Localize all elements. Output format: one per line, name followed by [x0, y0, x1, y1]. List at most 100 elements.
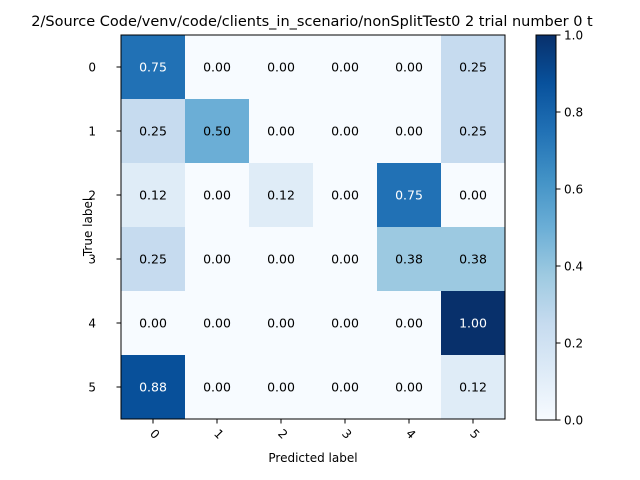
heatmap-cell [249, 163, 314, 228]
y-axis-label: True label [81, 198, 95, 257]
heatmap-cell [185, 99, 250, 164]
cell-value-label: 0.00 [267, 252, 295, 267]
cell-value-label: 0.88 [139, 380, 167, 395]
cell-value-label: 0.25 [459, 124, 487, 139]
heatmap-cell [377, 355, 442, 420]
cell-value-label: 0.00 [395, 124, 423, 139]
cell-value-label: 0.00 [203, 316, 231, 331]
heatmap-cell [249, 291, 314, 356]
colorbar-tick-label: 0.6 [564, 183, 583, 197]
cell-value-label: 0.00 [331, 60, 359, 75]
heatmap-cell-labels: 0.75 0.00 0.00 0.00 0.00 0.25 0.25 0.50 0.00 0.00… [139, 60, 487, 395]
cell-value-label: 0.00 [267, 60, 295, 75]
heatmap-cell [121, 35, 186, 100]
heatmap-cell [185, 163, 250, 228]
cell-value-label: 0.00 [267, 124, 295, 139]
heatmap-cell [313, 355, 378, 420]
heatmap-cell [185, 291, 250, 356]
heatmap-cell [313, 35, 378, 100]
cell-value-label: 0.75 [395, 188, 423, 203]
cell-value-label: 0.00 [395, 316, 423, 331]
cell-value-label: 0.00 [331, 316, 359, 331]
heatmap-cell [441, 355, 506, 420]
heatmap-cell [377, 163, 442, 228]
heatmap-cell [441, 227, 506, 292]
cell-value-label: 0.00 [395, 60, 423, 75]
cell-value-label: 0.00 [331, 188, 359, 203]
cell-value-label: 0.00 [203, 380, 231, 395]
heatmap-cell [121, 355, 186, 420]
cell-value-label: 0.00 [395, 380, 423, 395]
y-tick-label: 5 [88, 381, 96, 395]
heatmap-cell [249, 99, 314, 164]
y-tick-label: 1 [88, 125, 96, 139]
heatmap-cell [249, 35, 314, 100]
cell-value-label: 0.25 [139, 252, 167, 267]
cell-value-label: 0.12 [459, 380, 487, 395]
x-tick-label: 0 [147, 427, 162, 442]
cell-value-label: 0.00 [331, 380, 359, 395]
x-tick-label: 5 [467, 427, 482, 442]
x-axis-ticks: 0 1 2 3 4 5 [147, 419, 482, 442]
cell-value-label: 0.00 [203, 252, 231, 267]
heatmap-cell [441, 291, 506, 356]
cell-value-label: 0.25 [459, 60, 487, 75]
heatmap-cell [377, 227, 442, 292]
x-tick-label: 1 [211, 427, 226, 442]
heatmap-cell [121, 291, 186, 356]
cell-value-label: 0.38 [459, 252, 487, 267]
heatmap-cell [377, 291, 442, 356]
heatmap-cell [441, 163, 506, 228]
cell-value-label: 0.00 [139, 316, 167, 331]
heatmap-cell [185, 355, 250, 420]
heatmap-cell [377, 99, 442, 164]
cell-value-label: 0.00 [267, 380, 295, 395]
heatmap-cell [313, 163, 378, 228]
heatmap-cell [313, 227, 378, 292]
y-tick-label: 4 [88, 317, 96, 331]
heatmap-cell [185, 227, 250, 292]
cell-value-label: 0.25 [139, 124, 167, 139]
heatmap-cell [121, 99, 186, 164]
colorbar-ticks: 0.0 0.2 0.4 0.6 0.8 1.0 [556, 29, 583, 428]
heatmap-cell [313, 291, 378, 356]
y-tick-label: 3 [88, 253, 96, 267]
cell-value-label: 0.00 [203, 60, 231, 75]
heatmap-cell [377, 35, 442, 100]
cell-value-label: 0.00 [203, 188, 231, 203]
cell-value-label: 0.75 [139, 60, 167, 75]
colorbar-tick-label: 0.2 [564, 337, 583, 351]
heatmap-cell [441, 35, 506, 100]
cell-value-label: 0.38 [395, 252, 423, 267]
heatmap-cell [441, 99, 506, 164]
x-axis-label: Predicted label [268, 451, 357, 465]
cell-value-label: 0.00 [459, 188, 487, 203]
chart-title: 2/Source Code/venv/code/clients_in_scena… [31, 14, 593, 30]
cell-value-label: 0.12 [139, 188, 167, 203]
plot-frame [120, 34, 506, 420]
colorbar-tick-label: 1.0 [564, 29, 583, 43]
heatmap-cells [121, 35, 506, 420]
colorbar-tick-label: 0.8 [564, 106, 583, 120]
y-axis-ticks: 0 1 2 3 4 5 [88, 61, 121, 395]
cell-value-label: 0.50 [203, 124, 231, 139]
cell-value-label: 0.00 [267, 316, 295, 331]
colorbar-tick-label: 0.4 [564, 260, 583, 274]
heatmap-cell [121, 163, 186, 228]
y-tick-label: 2 [88, 189, 96, 203]
cell-value-label: 0.00 [331, 252, 359, 267]
cell-value-label: 0.12 [267, 188, 295, 203]
x-tick-label: 4 [403, 427, 418, 442]
y-tick-label: 0 [88, 61, 96, 75]
x-tick-label: 2 [275, 427, 290, 442]
x-tick-label: 3 [339, 427, 354, 442]
colorbar-tick-label: 0.0 [564, 414, 583, 428]
heatmap-cell [313, 99, 378, 164]
cell-value-label: 0.00 [331, 124, 359, 139]
heatmap-cell [185, 35, 250, 100]
colorbar [535, 34, 557, 421]
heatmap-cell [249, 355, 314, 420]
heatmap-cell [121, 227, 186, 292]
cell-value-label: 1.00 [459, 316, 487, 331]
